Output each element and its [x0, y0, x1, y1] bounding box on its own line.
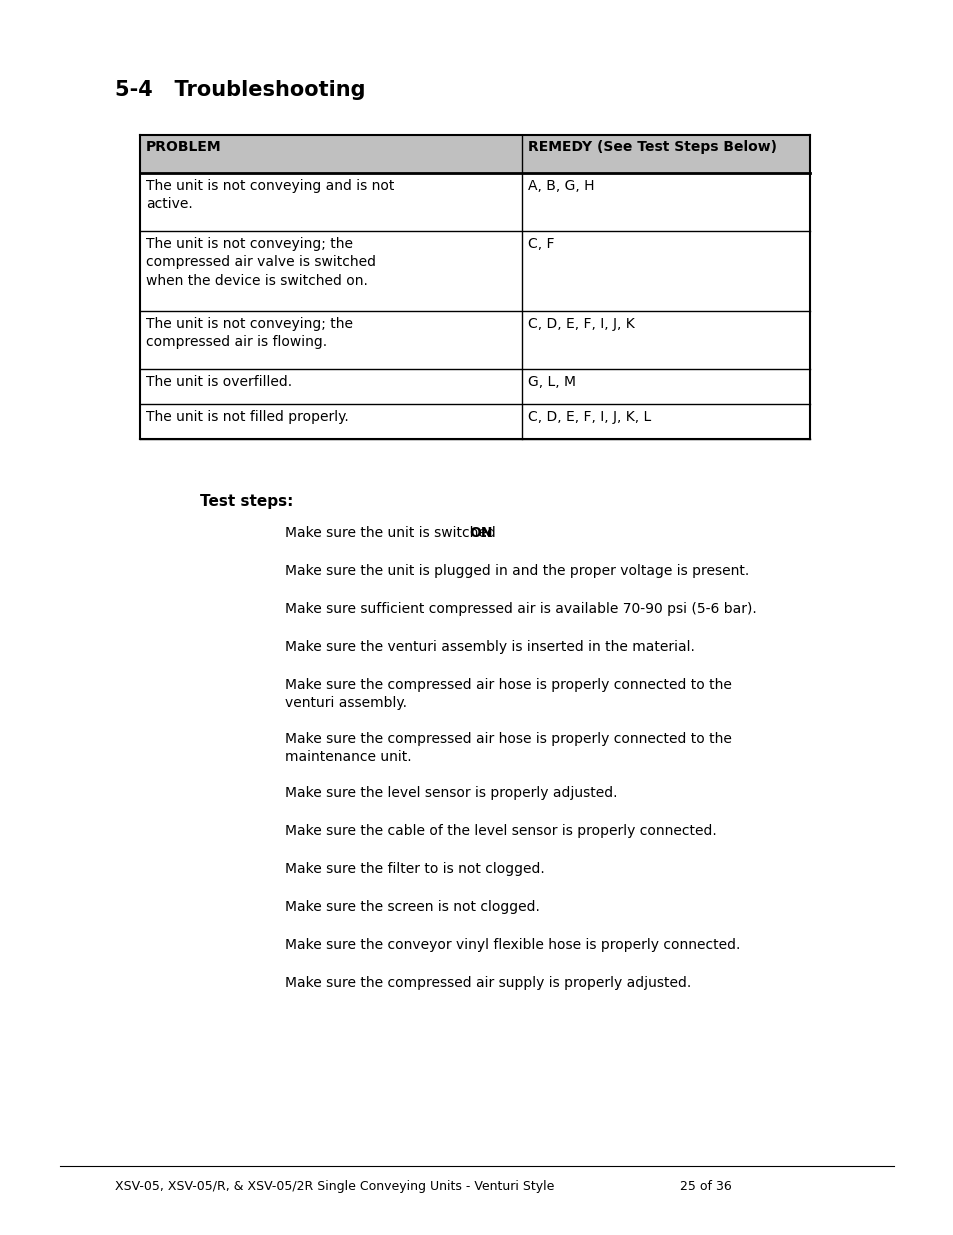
Text: Make sure the unit is switched: Make sure the unit is switched — [285, 526, 499, 540]
Text: The unit is not filled properly.: The unit is not filled properly. — [146, 410, 349, 424]
Text: REMEDY (See Test Steps Below): REMEDY (See Test Steps Below) — [527, 140, 776, 154]
Text: C, D, E, F, I, J, K, L: C, D, E, F, I, J, K, L — [527, 410, 651, 424]
Text: Test steps:: Test steps: — [200, 494, 294, 509]
Text: The unit is not conveying; the
compressed air is flowing.: The unit is not conveying; the compresse… — [146, 317, 353, 350]
Text: .: . — [482, 526, 486, 540]
Text: C, D, E, F, I, J, K: C, D, E, F, I, J, K — [527, 317, 634, 331]
Text: Make sure the level sensor is properly adjusted.: Make sure the level sensor is properly a… — [285, 785, 617, 800]
Text: Make sure the screen is not clogged.: Make sure the screen is not clogged. — [285, 900, 539, 914]
Text: A, B, G, H: A, B, G, H — [527, 179, 594, 193]
Text: C, F: C, F — [527, 237, 554, 251]
Text: 25 of 36: 25 of 36 — [679, 1179, 731, 1193]
Text: Make sure the filter to is not clogged.: Make sure the filter to is not clogged. — [285, 862, 544, 876]
Text: The unit is not conveying and is not
active.: The unit is not conveying and is not act… — [146, 179, 394, 211]
Text: G, L, M: G, L, M — [527, 375, 576, 389]
Bar — [140, 135, 809, 173]
Text: 5-4   Troubleshooting: 5-4 Troubleshooting — [115, 80, 365, 100]
Text: The unit is not conveying; the
compressed air valve is switched
when the device : The unit is not conveying; the compresse… — [146, 237, 375, 288]
Text: Make sure the venturi assembly is inserted in the material.: Make sure the venturi assembly is insert… — [285, 640, 694, 655]
Text: The unit is overfilled.: The unit is overfilled. — [146, 375, 292, 389]
Text: Make sure the unit is plugged in and the proper voltage is present.: Make sure the unit is plugged in and the… — [285, 564, 748, 578]
Text: Make sure sufficient compressed air is available 70-90 psi (5-6 bar).: Make sure sufficient compressed air is a… — [285, 601, 756, 616]
Text: Make sure the compressed air supply is properly adjusted.: Make sure the compressed air supply is p… — [285, 976, 691, 990]
Text: Make sure the conveyor vinyl flexible hose is properly connected.: Make sure the conveyor vinyl flexible ho… — [285, 939, 740, 952]
Text: Make sure the compressed air hose is properly connected to the
maintenance unit.: Make sure the compressed air hose is pro… — [285, 732, 731, 764]
Text: PROBLEM: PROBLEM — [146, 140, 221, 154]
Text: Make sure the compressed air hose is properly connected to the
venturi assembly.: Make sure the compressed air hose is pro… — [285, 678, 731, 710]
Text: Make sure the cable of the level sensor is properly connected.: Make sure the cable of the level sensor … — [285, 824, 716, 839]
Text: XSV-05, XSV-05/R, & XSV-05/2R Single Conveying Units - Venturi Style: XSV-05, XSV-05/R, & XSV-05/2R Single Con… — [115, 1179, 554, 1193]
Text: ON: ON — [469, 526, 493, 540]
